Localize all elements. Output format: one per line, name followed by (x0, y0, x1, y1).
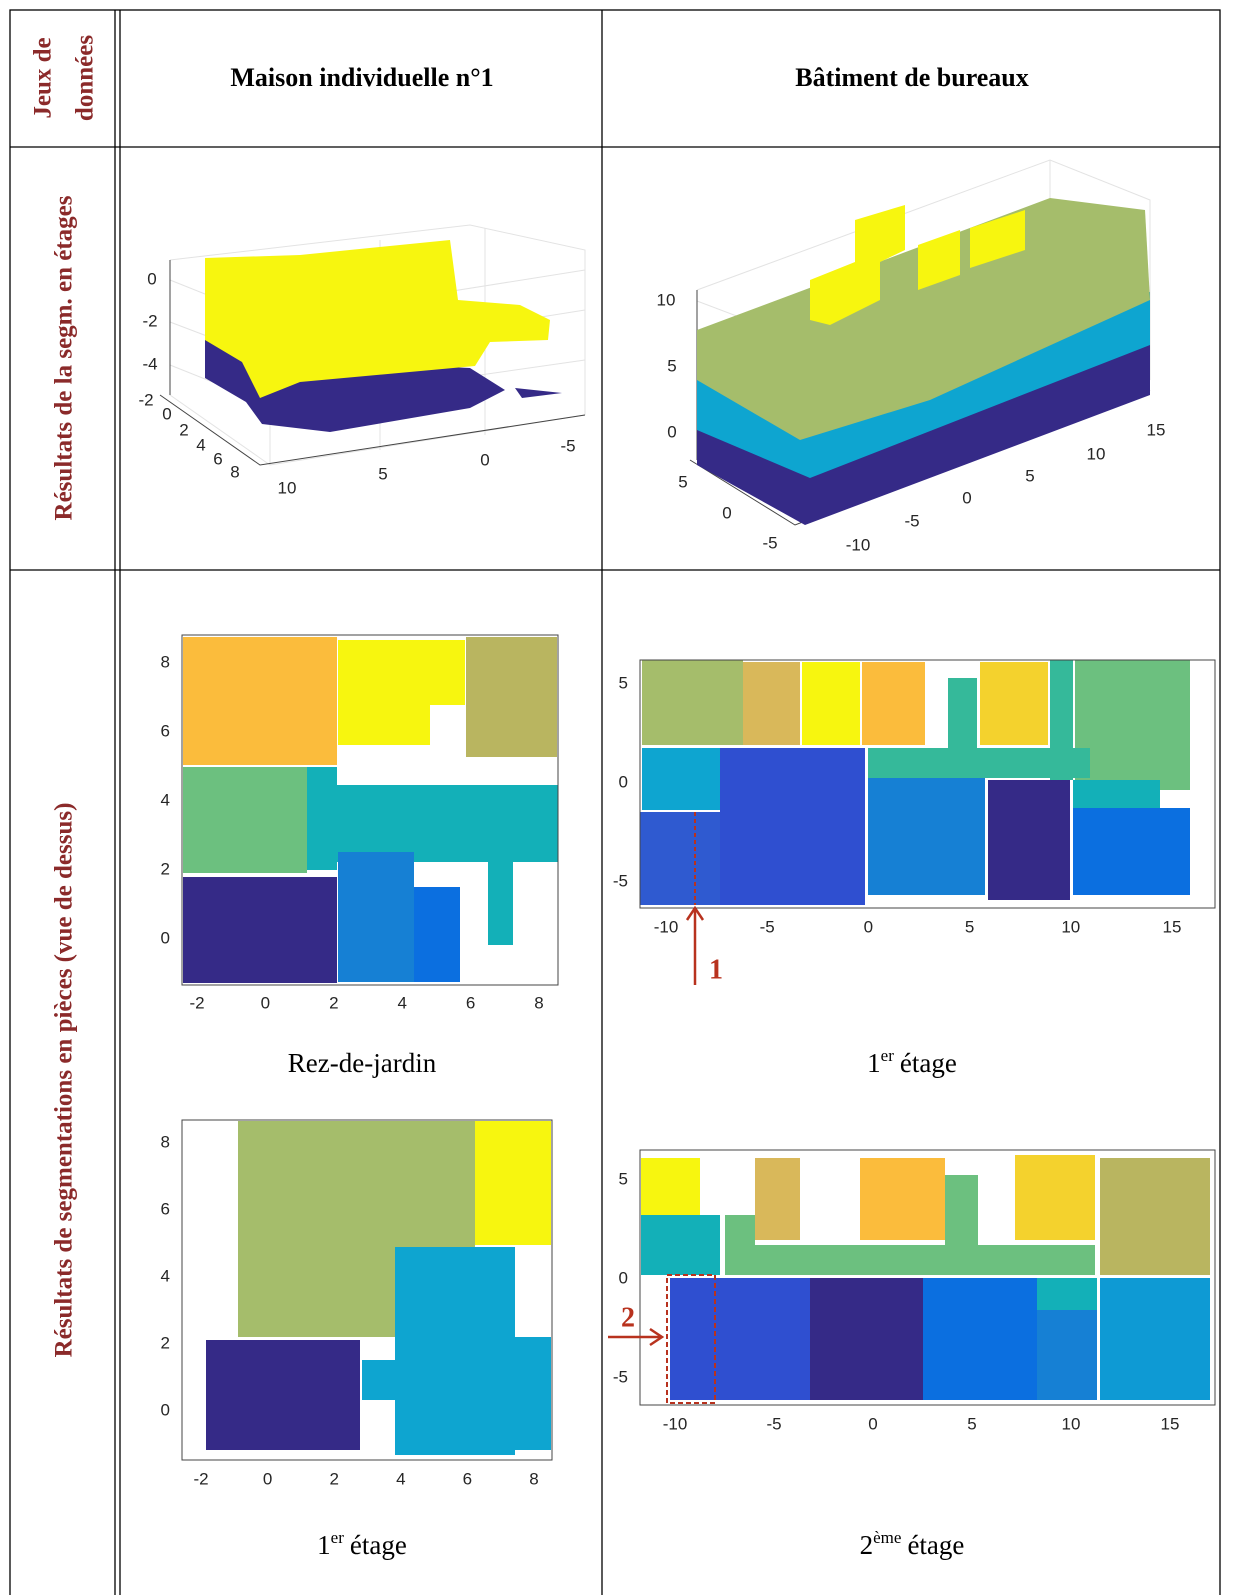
tick-label: 0 (480, 450, 489, 469)
caption-rest: étage (900, 1048, 957, 1078)
tick-label: -5 (560, 436, 575, 455)
x-tick-label: 10 (1062, 1414, 1081, 1433)
y-tick-label: 2 (161, 859, 170, 878)
x-tick-label: 2 (329, 993, 338, 1012)
y-tick-label: -5 (613, 871, 628, 890)
annotation-arrows (608, 905, 705, 1347)
caption-superscript: er (331, 1528, 345, 1547)
building-3d-plot (689, 159, 1151, 526)
house-floor1-plan (181, 1119, 553, 1461)
x-tick-label: -10 (663, 1414, 688, 1433)
y-tick-label: 0 (161, 928, 170, 947)
corner-header-line: données (72, 35, 99, 121)
caption: 1er étage (867, 1046, 957, 1078)
table-lines (9, 9, 1221, 1595)
house-3d-plot (159, 224, 586, 466)
y-tick-label: 4 (161, 790, 170, 809)
x-tick-label: 6 (463, 1469, 472, 1488)
tick-label: 5 (667, 356, 676, 375)
x-tick-label: 0 (261, 993, 270, 1012)
column-header: Maison individuelle n°1 (230, 63, 493, 92)
y-tick-label: 8 (161, 1132, 170, 1151)
x-tick-label: -10 (654, 917, 679, 936)
x-tick-label: 15 (1163, 917, 1182, 936)
x-tick-label: 0 (864, 917, 873, 936)
x-tick-label: -5 (760, 917, 775, 936)
caption: Rez-de-jardin (288, 1048, 437, 1078)
building-floor1-plan (639, 659, 1216, 909)
annotation-label: 1 (709, 954, 723, 985)
caption-rest: étage (350, 1530, 407, 1560)
tick-label: 10 (1087, 444, 1106, 463)
tick-label: -4 (142, 354, 157, 373)
x-tick-label: -2 (189, 993, 204, 1012)
tick-label: 0 (962, 488, 971, 507)
x-tick-label: -2 (193, 1469, 208, 1488)
row-header: Résultats de la segm. en étages (51, 195, 78, 520)
caption-superscript: ème (873, 1528, 901, 1547)
tick-label: 0 (147, 269, 156, 288)
y-tick-label: 6 (161, 721, 170, 740)
tick-label: 10 (657, 290, 676, 309)
y-tick-label: 6 (161, 1199, 170, 1218)
y-tick-label: 5 (619, 1169, 628, 1188)
x-tick-label: 5 (965, 917, 974, 936)
tick-label: 5 (678, 472, 687, 491)
tick-label: -2 (142, 311, 157, 330)
y-tick-label: 8 (161, 652, 170, 671)
tick-label: 4 (196, 435, 205, 454)
x-tick-label: 15 (1161, 1414, 1180, 1433)
caption: 2ème étage (860, 1528, 965, 1560)
tick-label: 2 (179, 420, 188, 439)
y-tick-label: 0 (161, 1400, 170, 1419)
caption-rest: étage (907, 1530, 964, 1560)
tick-label: 0 (162, 404, 171, 423)
y-tick-label: 4 (161, 1266, 170, 1285)
caption-main: 2 (860, 1530, 874, 1560)
x-tick-label: -5 (766, 1414, 781, 1433)
tick-label: 5 (378, 464, 387, 483)
x-tick-label: 5 (967, 1414, 976, 1433)
x-tick-label: 4 (396, 1469, 405, 1488)
caption-main: 1 (867, 1048, 881, 1078)
building-floor2-plan (639, 1149, 1216, 1406)
x-tick-label: 6 (466, 993, 475, 1012)
caption: 1er étage (317, 1528, 407, 1560)
tick-label: 6 (213, 449, 222, 468)
y-tick-label: 0 (619, 1268, 628, 1287)
tick-label: 8 (230, 462, 239, 481)
tick-label: 10 (278, 478, 297, 497)
column-header: Bâtiment de bureaux (795, 63, 1029, 92)
x-tick-label: 4 (397, 993, 406, 1012)
caption-main: 1 (317, 1530, 331, 1560)
x-tick-label: 0 (868, 1414, 877, 1433)
house-ground-plan (181, 634, 559, 986)
x-tick-label: 0 (263, 1469, 272, 1488)
x-tick-label: 8 (534, 993, 543, 1012)
caption-main: Rez-de-jardin (288, 1048, 437, 1078)
corner-header-line: Jeux de (30, 37, 57, 118)
x-tick-label: 2 (329, 1469, 338, 1488)
row-header: Résultats de segmentations en pièces (vu… (51, 803, 78, 1358)
y-tick-label: 2 (161, 1333, 170, 1352)
tick-label: 15 (1147, 420, 1166, 439)
x-tick-label: 8 (529, 1469, 538, 1488)
x-tick-label: 10 (1061, 917, 1080, 936)
annotation-label: 2 (621, 1302, 635, 1333)
tick-label: 5 (1025, 466, 1034, 485)
tick-label: -5 (762, 533, 777, 552)
y-tick-label: 0 (619, 772, 628, 791)
y-tick-label: -5 (613, 1367, 628, 1386)
caption-superscript: er (881, 1046, 895, 1065)
y-tick-label: 5 (619, 673, 628, 692)
tick-label: -2 (138, 390, 153, 409)
tick-label: 0 (722, 503, 731, 522)
tick-label: -10 (846, 535, 871, 554)
tick-label: -5 (904, 511, 919, 530)
tick-label: 0 (667, 422, 676, 441)
